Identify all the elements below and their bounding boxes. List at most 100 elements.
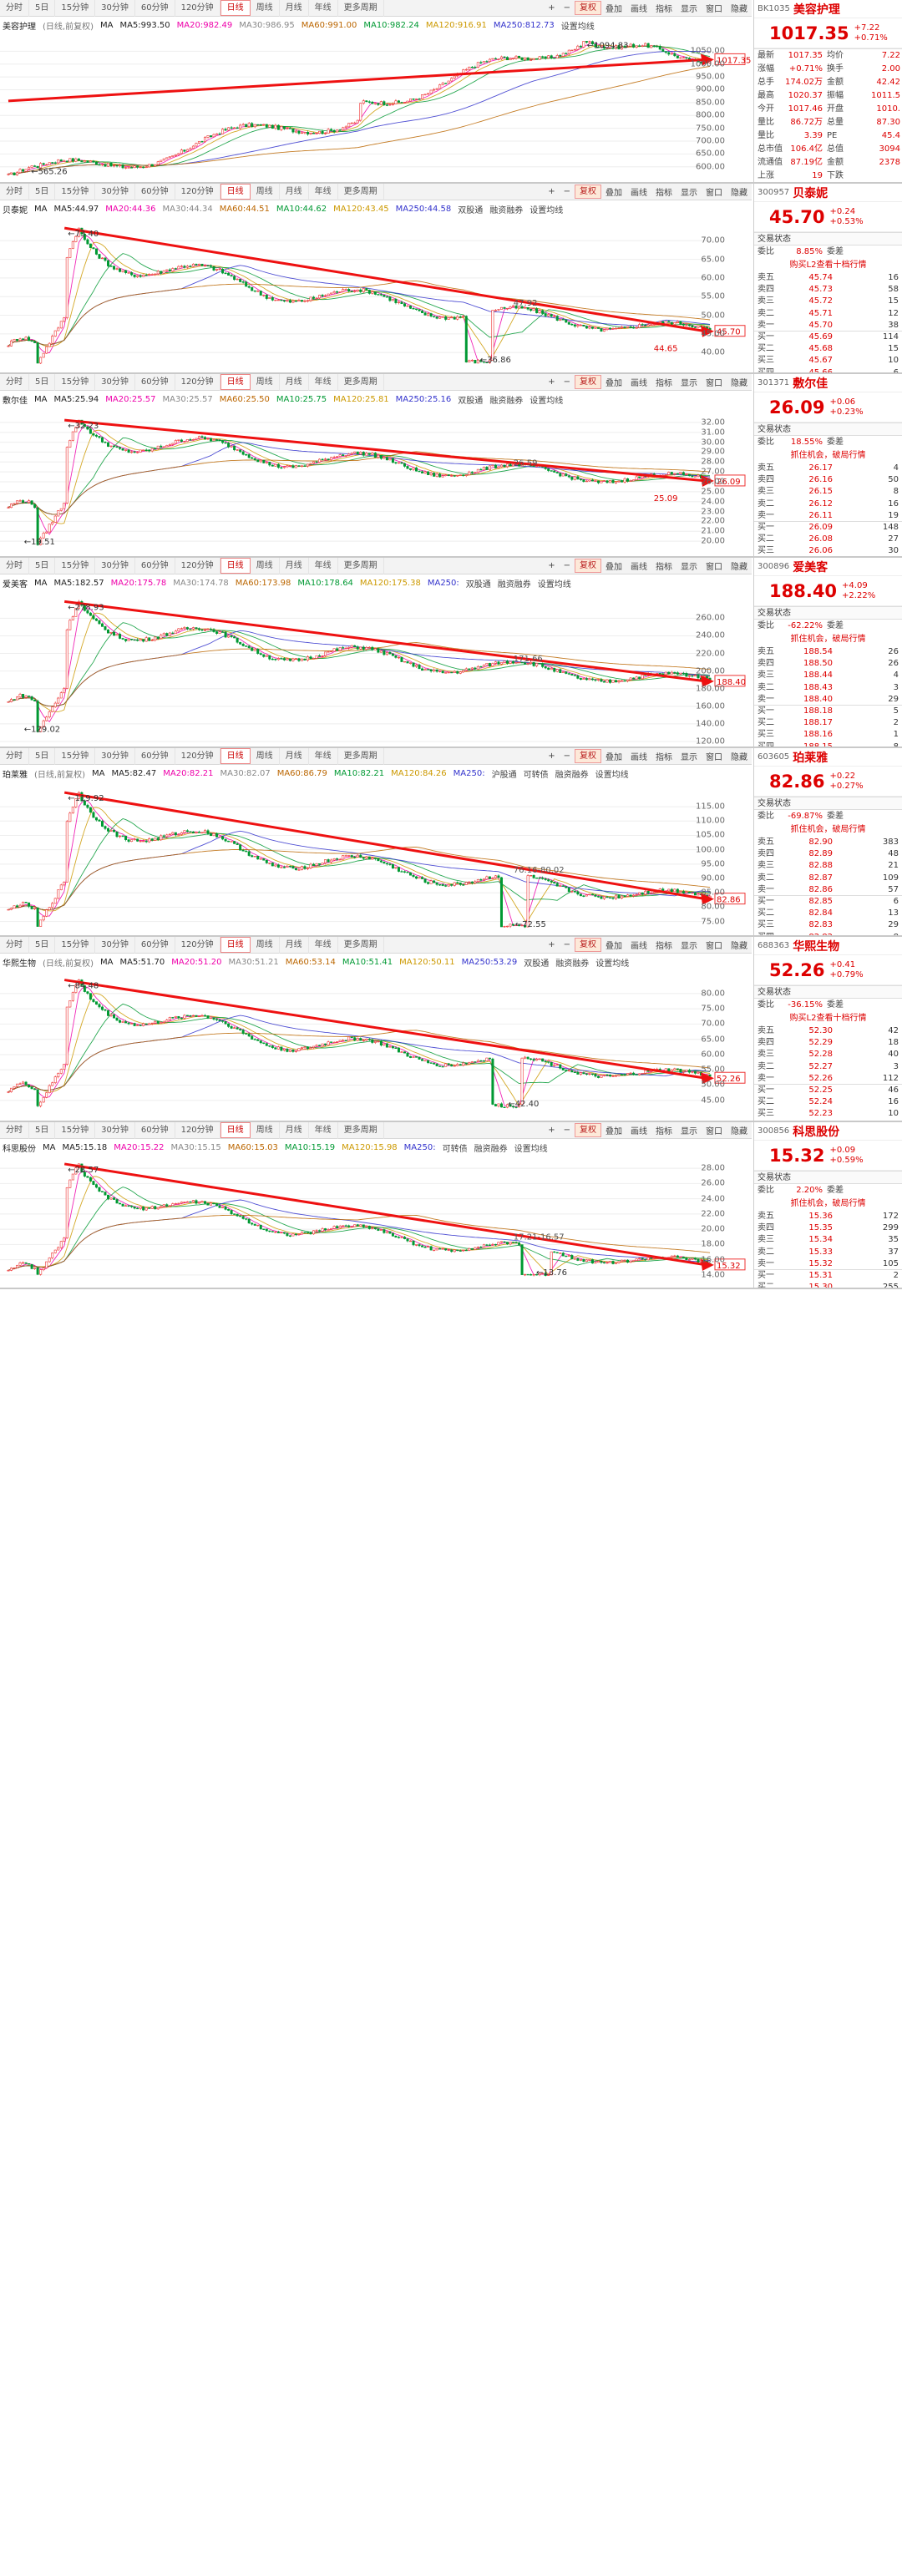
chart-tool-button[interactable]: − <box>563 187 570 196</box>
chart-tool-button[interactable]: 窗口 <box>706 753 722 762</box>
promo-link[interactable]: 抓住机会，破局行情 <box>790 451 866 460</box>
chart-tool-button[interactable]: 叠加 <box>606 753 622 762</box>
period-tab[interactable]: 120分钟 <box>175 558 220 574</box>
chart-tool-button[interactable]: 叠加 <box>606 5 622 14</box>
period-tab[interactable]: 更多周期 <box>338 937 384 954</box>
chart-tool-button[interactable]: 窗口 <box>706 189 722 198</box>
promo-link[interactable]: 抓住机会，破局行情 <box>790 1199 866 1208</box>
ma-value[interactable]: 融资融券 <box>489 396 524 406</box>
ma-value[interactable]: 融资融券 <box>497 579 531 590</box>
period-tab[interactable]: 15分钟 <box>55 558 96 574</box>
period-tab[interactable]: 月线 <box>280 1122 309 1139</box>
chart-tool-button[interactable]: 窗口 <box>706 5 722 14</box>
chart-tool-button[interactable]: 指标 <box>656 1127 672 1136</box>
chart-tool-button[interactable]: 叠加 <box>606 1127 622 1136</box>
period-tab[interactable]: 30分钟 <box>95 0 135 17</box>
ma-value[interactable]: 可转债 <box>442 1144 468 1154</box>
chart-tool-button[interactable]: 窗口 <box>706 379 722 388</box>
chart-tool-button[interactable]: 窗口 <box>706 1127 722 1136</box>
chart-tool-button[interactable]: − <box>563 752 570 761</box>
chart-tool-button[interactable]: 画线 <box>631 189 647 198</box>
period-tab[interactable]: 30分钟 <box>95 374 135 391</box>
ma-value[interactable]: 融资融券 <box>555 959 590 969</box>
chart-tool-button[interactable]: 复权 <box>575 185 601 199</box>
period-tab[interactable]: 年线 <box>309 1122 338 1139</box>
stock-name[interactable]: 华熙生物 <box>793 939 840 954</box>
ma-value[interactable]: 设置均线 <box>595 770 629 780</box>
stock-name[interactable]: 敷尔佳 <box>793 377 829 391</box>
ma-value[interactable]: 双股通 <box>458 205 484 215</box>
ma-value[interactable]: 沪股通 <box>491 770 517 780</box>
chart-tool-button[interactable]: 显示 <box>681 379 697 388</box>
chart-tool-button[interactable]: 叠加 <box>606 379 622 388</box>
chart-tool-button[interactable]: 显示 <box>681 5 697 14</box>
chart-tool-button[interactable]: 画线 <box>631 942 647 951</box>
period-tab[interactable]: 年线 <box>309 0 338 17</box>
period-tab[interactable]: 60分钟 <box>135 1122 175 1139</box>
period-tab[interactable]: 周线 <box>251 937 280 954</box>
period-tab[interactable]: 30分钟 <box>95 184 135 200</box>
chart-tool-button[interactable]: 隐藏 <box>731 563 747 572</box>
period-tab[interactable]: 年线 <box>309 184 338 200</box>
period-tab[interactable]: 分时 <box>0 0 29 17</box>
chart-tool-button[interactable]: 隐藏 <box>731 942 747 951</box>
period-tab[interactable]: 月线 <box>280 558 309 574</box>
chart-tool-button[interactable]: 显示 <box>681 189 697 198</box>
period-tab[interactable]: 月线 <box>280 748 309 765</box>
stock-name[interactable]: 珀莱雅 <box>793 751 829 765</box>
chart-tool-button[interactable]: + <box>548 1126 555 1135</box>
chart-tool-button[interactable]: 隐藏 <box>731 1127 747 1136</box>
period-tab[interactable]: 日线 <box>220 0 251 16</box>
chart-tool-button[interactable]: 窗口 <box>706 942 722 951</box>
chart-tool-button[interactable]: 画线 <box>631 1127 647 1136</box>
period-tab[interactable]: 月线 <box>280 937 309 954</box>
period-tab[interactable]: 5日 <box>29 748 56 765</box>
period-tab[interactable]: 5日 <box>29 1122 56 1139</box>
period-tab[interactable]: 分时 <box>0 1122 29 1139</box>
period-tab[interactable]: 60分钟 <box>135 748 175 765</box>
promo-link[interactable]: 抓住机会，破局行情 <box>790 825 866 834</box>
period-tab[interactable]: 15分钟 <box>55 748 96 765</box>
chart-tool-button[interactable]: 显示 <box>681 753 697 762</box>
period-tab[interactable]: 周线 <box>251 0 280 17</box>
period-tab[interactable]: 周线 <box>251 1122 280 1139</box>
chart-tool-button[interactable]: 隐藏 <box>731 379 747 388</box>
chart-tool-button[interactable]: 窗口 <box>706 563 722 572</box>
kline-chart[interactable]: 分时 5日 15分钟 30分钟 60分钟 120分钟 日线 周线 月线 年线 更多周期 + − 复权 叠加画… <box>0 1122 752 1288</box>
period-tab[interactable]: 日线 <box>220 748 251 764</box>
period-tab[interactable]: 月线 <box>280 184 309 200</box>
period-tab[interactable]: 日线 <box>220 1122 251 1138</box>
period-tab[interactable]: 5日 <box>29 937 56 954</box>
period-tab[interactable]: 60分钟 <box>135 0 175 17</box>
chart-tool-button[interactable]: 复权 <box>575 938 601 952</box>
chart-tool-button[interactable]: 显示 <box>681 1127 697 1136</box>
period-tab[interactable]: 日线 <box>220 184 251 200</box>
ma-value[interactable]: 双股通 <box>524 959 550 969</box>
ma-value[interactable]: 可转债 <box>523 770 549 780</box>
period-tab[interactable]: 日线 <box>220 937 251 953</box>
period-tab[interactable]: 15分钟 <box>55 374 96 391</box>
ma-value[interactable]: 设置均线 <box>595 959 630 969</box>
period-tab[interactable]: 分时 <box>0 558 29 574</box>
period-tab[interactable]: 60分钟 <box>135 184 175 200</box>
period-tab[interactable]: 120分钟 <box>175 1122 220 1139</box>
period-tab[interactable]: 年线 <box>309 374 338 391</box>
period-tab[interactable]: 分时 <box>0 184 29 200</box>
chart-tool-button[interactable]: 画线 <box>631 5 647 14</box>
ma-value[interactable]: 设置均线 <box>560 22 595 32</box>
period-tab[interactable]: 年线 <box>309 937 338 954</box>
kline-chart[interactable]: 分时 5日 15分钟 30分钟 60分钟 120分钟 日线 周线 月线 年线 更多周期 + − 复权 叠加画… <box>0 558 752 746</box>
kline-chart[interactable]: 分时 5日 15分钟 30分钟 60分钟 120分钟 日线 周线 月线 年线 更多周期 + − 复权 叠加画… <box>0 748 752 935</box>
chart-tool-button[interactable]: 复权 <box>575 749 601 763</box>
period-tab[interactable]: 月线 <box>280 0 309 17</box>
chart-tool-button[interactable]: 复权 <box>575 1123 601 1137</box>
chart-tool-button[interactable]: 显示 <box>681 942 697 951</box>
period-tab[interactable]: 60分钟 <box>135 937 175 954</box>
promo-link[interactable]: 购买L2查看十档行情 <box>789 261 867 270</box>
chart-tool-button[interactable]: + <box>548 187 555 196</box>
ma-value[interactable]: 设置均线 <box>514 1144 548 1154</box>
stock-name[interactable]: 美容护理 <box>793 3 840 17</box>
chart-tool-button[interactable]: 画线 <box>631 379 647 388</box>
ma-value[interactable]: 设置均线 <box>537 579 571 590</box>
period-tab[interactable]: 120分钟 <box>175 184 220 200</box>
